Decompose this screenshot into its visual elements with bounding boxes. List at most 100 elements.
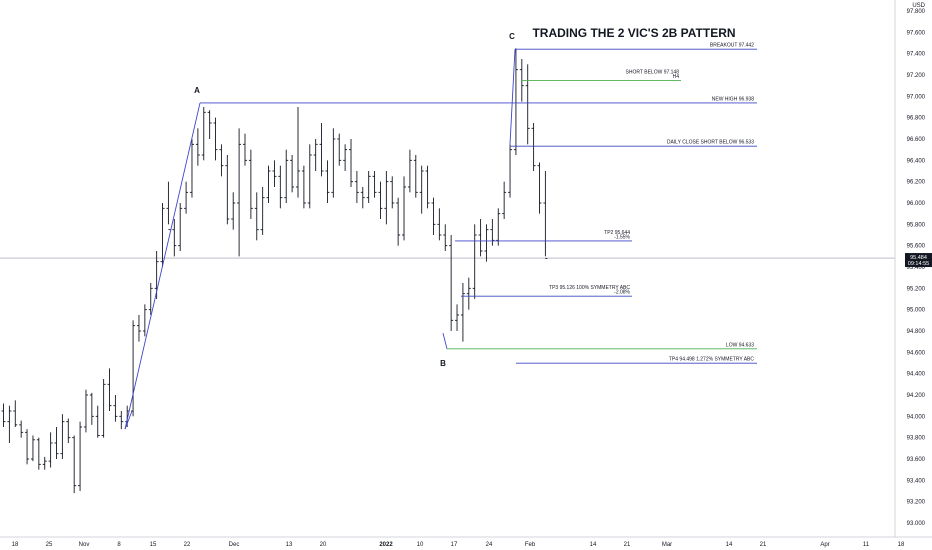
time-axis[interactable]: 18 25 Nov 8 15 22 Dec 13 20 2022 10 17 24 Feb 14 21 Mar 1…	[12, 542, 905, 548]
price-tick-label: 93.000	[907, 521, 926, 527]
ohlc-bar	[266, 165, 271, 203]
ohlc-bar	[384, 171, 389, 225]
ohlc-bar	[407, 149, 412, 193]
ohlc-bar	[42, 456, 47, 470]
price-axis[interactable]: 93.000 93.200 93.400 93.600 93.800 94.000 94.2…	[907, 9, 926, 527]
time-tick-label: 18	[12, 542, 19, 548]
time-tick-label: Dec	[229, 542, 240, 548]
level-tp4: TP4 94.498 1.272% SYMMETRY ABC	[516, 357, 757, 364]
ohlc-bar	[119, 411, 124, 430]
ohlc-bar	[54, 427, 59, 459]
ohlc-bar	[325, 160, 330, 203]
ohlc-bar	[272, 160, 277, 187]
ohlc-bar	[142, 304, 147, 337]
ohlc-bar	[537, 162, 542, 214]
level-label: TP2 95.644	[604, 230, 630, 236]
ohlc-bar	[531, 123, 536, 171]
currency-label: USD	[912, 3, 925, 9]
ohlc-bar	[319, 123, 324, 177]
current-price-box	[905, 253, 932, 268]
price-tick-label: 93.200	[907, 500, 926, 506]
price-tick-label: 93.400	[907, 478, 926, 484]
ohlc-bar	[543, 171, 548, 259]
level-label: BREAKOUT 97.442	[710, 43, 754, 49]
level-daily-close-short-below: DAILY CLOSE SHORT BELOW 96.533	[510, 140, 757, 147]
ohlc-bar	[525, 64, 530, 145]
ohlc-bar	[101, 379, 106, 438]
ohlc-bar	[396, 197, 401, 246]
ohlc-bar	[284, 149, 289, 203]
ohlc-bar	[413, 155, 418, 198]
ohlc-bar	[48, 432, 53, 468]
ohlc-bar	[237, 128, 242, 257]
ohlc-bar	[260, 187, 265, 235]
ohlc-bar	[248, 149, 253, 219]
ohlc-bar	[301, 165, 306, 209]
price-tick-label: 97.200	[907, 73, 926, 79]
ohlc-bar	[425, 165, 430, 209]
ohlc-bar	[231, 192, 236, 230]
time-tick-label: Apr	[820, 542, 829, 548]
ohlc-bar	[7, 405, 12, 443]
ohlc-bar	[1, 403, 6, 427]
ohlc-bar	[30, 435, 35, 462]
level-tp3: TP3 95.126 100% SYMMETRY ABC-2.08%	[461, 285, 632, 297]
price-tick-label: 96.000	[907, 201, 926, 207]
point-label-c: C	[509, 32, 515, 41]
time-tick-label: 25	[46, 542, 53, 548]
level-tp2: TP2 95.644-1.55%	[455, 230, 632, 242]
ohlc-bar	[484, 224, 489, 262]
time-tick-label: 2022	[379, 542, 393, 548]
ohlc-bar	[225, 155, 230, 225]
time-tick-label: Mar	[662, 542, 672, 548]
price-tick-label: 97.600	[907, 30, 926, 36]
ohlc-bars	[1, 48, 548, 494]
leg-line	[124, 102, 201, 430]
price-tick-label: 95.600	[907, 244, 926, 250]
ohlc-bar	[213, 117, 218, 161]
ohlc-bar	[449, 235, 454, 331]
ohlc-bar	[131, 320, 136, 417]
time-tick-label: 18	[898, 542, 905, 548]
level-low: LOW 94.633	[447, 342, 757, 350]
price-tick-label: 95.000	[907, 308, 926, 314]
ohlc-bar	[402, 176, 407, 241]
level-sublabel: -2.08%	[614, 290, 630, 296]
ohlc-bar	[107, 368, 112, 411]
ohlc-bar	[184, 181, 189, 214]
level-sublabel: H4	[673, 74, 680, 80]
point-label-b: B	[440, 359, 446, 368]
ohlc-bar	[148, 283, 153, 315]
time-tick-label: 13	[286, 542, 293, 548]
level-label: SHORT BELOW 97.148	[626, 70, 680, 76]
ohlc-bar	[378, 181, 383, 219]
price-tick-label: 93.800	[907, 436, 926, 442]
price-tick-label: 96.400	[907, 158, 926, 164]
ohlc-bar	[513, 48, 518, 155]
ohlc-bar	[160, 203, 165, 267]
time-tick-label: 8	[117, 542, 121, 548]
ohlc-bar	[443, 224, 448, 251]
ohlc-bar	[242, 133, 247, 166]
ohlc-bar	[455, 304, 460, 331]
level-sublabel: -1.55%	[614, 234, 630, 240]
time-tick-label: Feb	[525, 542, 536, 548]
time-tick-label: 22	[184, 542, 191, 548]
ohlc-bar	[195, 128, 200, 166]
ohlc-bar	[337, 133, 342, 166]
price-tick-label: 96.800	[907, 116, 926, 122]
ohlc-bar	[254, 192, 259, 241]
price-tick-label: 97.400	[907, 52, 926, 58]
ohlc-bar	[60, 414, 65, 459]
ohlc-bar	[502, 181, 507, 219]
ohlc-bar	[95, 405, 100, 438]
level-label: NEW HIGH 96.938	[712, 96, 754, 102]
ohlc-bar	[313, 139, 318, 171]
price-tick-label: 97.000	[907, 94, 926, 100]
time-tick-label: 14	[590, 542, 597, 548]
price-tick-label: 94.800	[907, 329, 926, 335]
ohlc-bar	[508, 144, 513, 198]
